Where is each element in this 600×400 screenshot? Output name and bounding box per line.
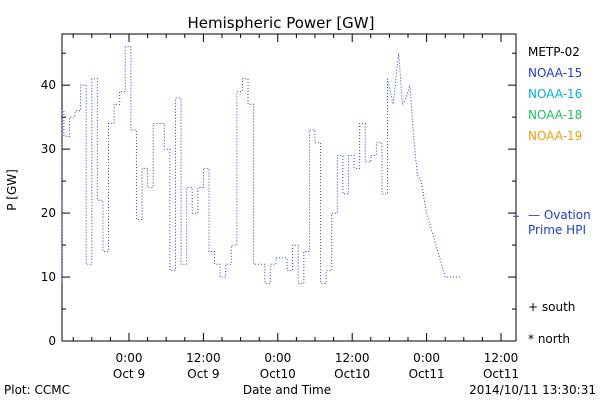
ovation-annotation-label: Prime HPI <box>528 223 586 237</box>
x-axis: 0:00 Oct 9 12:00 Oct 9 0:00 Oct10 12:00 Oct10 0:… <box>72 34 519 381</box>
legend-item-noaa-19: NOAA-19 <box>528 129 582 143</box>
x-tick-label-date: Oct 9 <box>113 367 145 381</box>
legend-item-noaa-16: NOAA-16 <box>528 87 582 101</box>
x-tick-label-date: Oct11 <box>483 367 519 381</box>
marker-north-symbol: * <box>528 332 534 346</box>
series-line-1 <box>387 53 461 278</box>
x-tick-label-date: Oct10 <box>260 367 296 381</box>
y-axis-label: P [GW] <box>5 169 19 211</box>
chart-title: Hemispheric Power [GW] <box>188 14 375 32</box>
legend: METP-02 NOAA-15 NOAA-16 NOAA-18 NOAA-19 <box>528 45 582 143</box>
marker-south-text: south <box>542 300 576 314</box>
marker-south-label: + south <box>528 300 575 314</box>
y-tick-label: 40 <box>41 78 56 92</box>
plot-frame <box>61 33 517 342</box>
x-tick-label-date: Oct10 <box>334 367 370 381</box>
series-line-0 <box>61 46 389 284</box>
x-tick-label-time: 0:00 <box>413 351 440 365</box>
footer-plot-credit: Plot: CCMC <box>4 383 70 397</box>
marker-south-symbol: + <box>528 300 538 314</box>
legend-item-metp-02: METP-02 <box>528 45 580 59</box>
y-axis: 0 10 20 30 40 <box>41 52 516 348</box>
legend-item-noaa-15: NOAA-15 <box>528 66 582 80</box>
x-tick-label-date: Oct 9 <box>187 367 219 381</box>
marker-north-text: north <box>538 332 570 346</box>
x-tick-label-time: 0:00 <box>264 351 291 365</box>
y-tick-label: 30 <box>41 142 56 156</box>
footer-timestamp: 2014/10/11 13:30:31 <box>469 383 596 397</box>
ovation-annotation-marker: — Ovation <box>528 208 591 222</box>
x-tick-label-time: 12:00 <box>186 351 221 365</box>
y-tick-label: 0 <box>48 334 56 348</box>
y-tick-label: 10 <box>41 270 56 284</box>
y-tick-label: 20 <box>41 206 56 220</box>
x-tick-label-date: Oct11 <box>409 367 445 381</box>
footer-xlabel: Date and Time <box>243 383 331 397</box>
x-tick-label-time: 12:00 <box>335 351 370 365</box>
legend-item-noaa-18: NOAA-18 <box>528 108 582 122</box>
marker-north-label: * north <box>528 332 570 346</box>
series-layer <box>61 46 519 284</box>
x-tick-label-time: 0:00 <box>116 351 143 365</box>
x-tick-label-time: 12:00 <box>484 351 519 365</box>
